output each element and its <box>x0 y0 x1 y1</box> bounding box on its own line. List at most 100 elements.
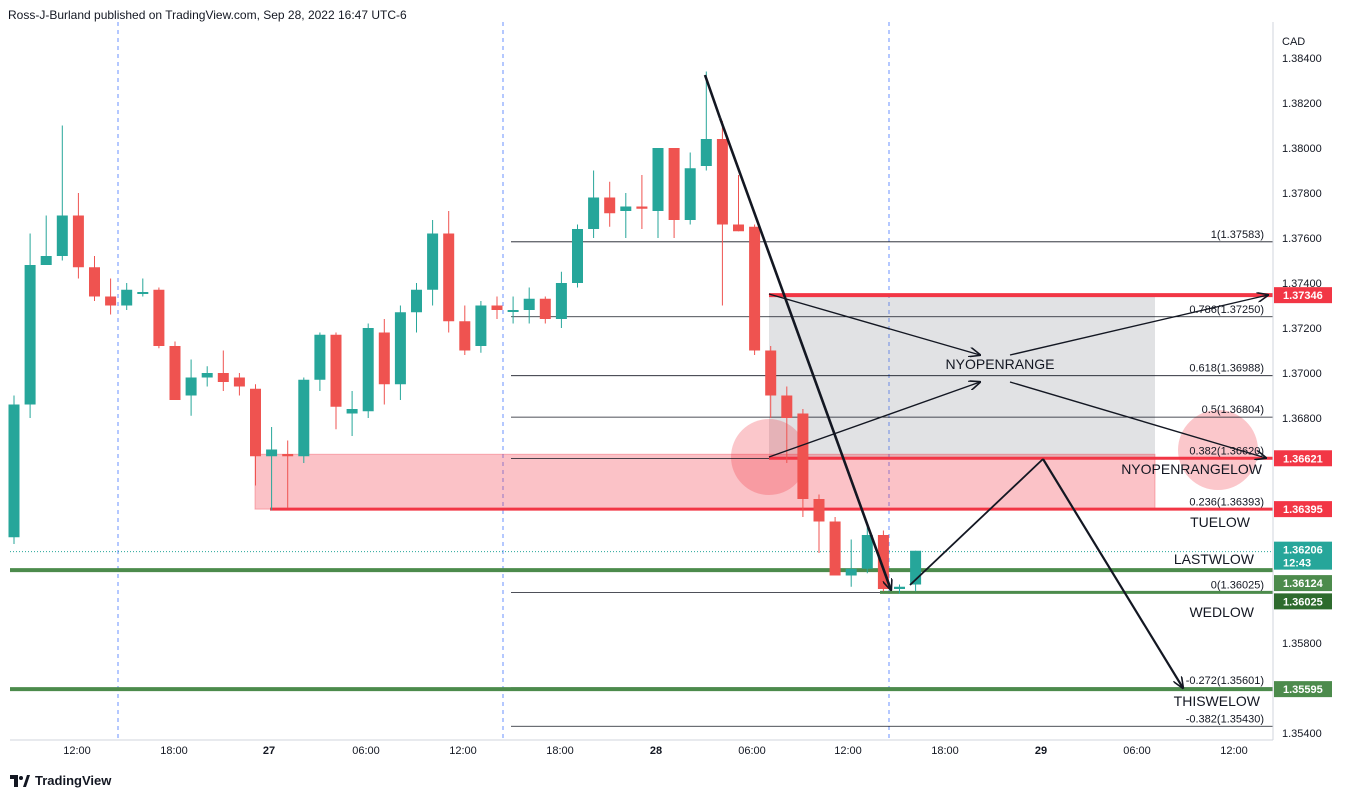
candle-body-25 <box>411 289 422 313</box>
candle-body-26 <box>427 233 439 290</box>
badge-current-bg <box>1274 541 1332 570</box>
candle-body-48 <box>781 395 793 418</box>
drawings <box>703 74 1268 688</box>
candle-body-42 <box>684 168 696 220</box>
fib-label-8: -0.382(1.35430) <box>1186 713 1264 725</box>
candle-body-52 <box>845 568 857 576</box>
candle-body-43 <box>700 139 712 166</box>
candle-body-7 <box>121 289 133 306</box>
price-tick-2: 1.38000 <box>1282 143 1322 155</box>
candle-body-56 <box>910 550 922 585</box>
price-tick-0: 1.38400 <box>1282 53 1322 65</box>
big-trendline-a <box>703 74 722 119</box>
candle-body-6 <box>105 296 117 306</box>
fib-label-0: 1(1.37583) <box>1211 229 1264 241</box>
candle-body-9 <box>153 289 165 346</box>
price-tick-1: 1.38200 <box>1282 98 1322 110</box>
badge-current-price: 1.36206 <box>1283 545 1323 557</box>
time-tick-0: 12:00 <box>63 745 91 757</box>
candle-body-1 <box>24 265 36 405</box>
price-tick-7: 1.37000 <box>1282 368 1322 380</box>
arrow-to-low <box>1009 381 1266 458</box>
badge-1-36395: 1.36395 <box>1283 504 1323 516</box>
price-axis-bg <box>1274 22 1347 772</box>
price-tick-3: 1.37800 <box>1282 188 1322 200</box>
candle-body-55 <box>894 586 905 589</box>
red-support-zone <box>254 453 1156 510</box>
fib-label-7: -0.272(1.35601) <box>1186 675 1264 687</box>
time-tick-8: 12:00 <box>834 745 862 757</box>
candle-body-32 <box>523 298 535 310</box>
price-tick-8: 1.36800 <box>1282 413 1322 425</box>
price-tick-5: 1.37400 <box>1282 278 1322 290</box>
candle-body-18 <box>298 379 310 457</box>
label-wedlow: WEDLOW <box>1189 604 1254 620</box>
candle-body-47 <box>765 350 777 396</box>
big-trendline-b <box>718 117 891 590</box>
badge-1-37346: 1.37346 <box>1283 290 1323 302</box>
tradingview-footer[interactable]: TradingView <box>10 773 111 788</box>
badge-1-36124-bg <box>1274 575 1332 592</box>
candle-body-23 <box>378 332 390 385</box>
nyopenrange-zone <box>769 295 1155 459</box>
time-tick-2: 27 <box>263 745 275 757</box>
candle-body-3 <box>56 215 68 256</box>
currency-label: CAD <box>1282 36 1305 48</box>
tradingview-logo-icon <box>10 774 30 787</box>
arrow-to-nyopenrange-1 <box>768 293 980 355</box>
candle-body-19 <box>314 334 326 380</box>
candle-body-31 <box>507 310 519 312</box>
candle-body-20 <box>330 334 342 407</box>
candle-body-33 <box>539 298 551 319</box>
candle-body-17 <box>282 454 294 457</box>
fib-label-4: 0.382(1.36620) <box>1189 446 1264 458</box>
candle-body-8 <box>137 292 149 294</box>
time-tick-7: 06:00 <box>738 745 766 757</box>
candle-body-24 <box>394 312 406 385</box>
price-lines <box>10 293 1273 692</box>
candle-body-16 <box>266 449 278 457</box>
badge-1-35595: 1.35595 <box>1283 684 1323 696</box>
candle-body-27 <box>443 233 455 322</box>
candle-body-4 <box>72 215 84 268</box>
badge-1-36621-bg <box>1274 450 1332 467</box>
candle-body-49 <box>797 413 809 499</box>
candles <box>8 71 922 594</box>
candle-body-35 <box>572 229 583 283</box>
candle-body-14 <box>233 377 245 387</box>
candle-body-54 <box>877 535 889 589</box>
label-lastwlow: LASTWLOW <box>1174 551 1255 567</box>
candle-body-40 <box>652 148 664 211</box>
candle-body-10 <box>169 346 181 400</box>
time-tick-12: 12:00 <box>1220 745 1248 757</box>
time-tick-4: 12:00 <box>449 745 477 757</box>
badge-1-35595-bg <box>1274 681 1332 698</box>
price-axis: CAD 1.38400 1.38200 1.38000 1.37800 1.37600 1.… <box>1272 22 1347 772</box>
arrow-to-thiswelow <box>1042 458 1183 688</box>
fib-label-1: 0.786(1.37250) <box>1189 304 1264 316</box>
candle-body-5 <box>89 267 100 297</box>
arrow-to-high <box>1009 295 1268 356</box>
publisher-header: Ross-J-Burland published on TradingView.… <box>8 8 407 22</box>
candle-body-37 <box>604 197 616 214</box>
candle-body-44 <box>716 139 728 225</box>
badge-countdown: 12:43 <box>1283 558 1311 570</box>
price-tick-6: 1.37200 <box>1282 323 1322 335</box>
arrow-to-nyopenrange-2 <box>768 382 980 458</box>
badge-1-37346-bg <box>1274 287 1332 304</box>
fib-label-5: 0.236(1.36393) <box>1189 497 1264 509</box>
label-thiswelow: THISWELOW <box>1174 693 1261 709</box>
badge-1-36025: 1.36025 <box>1283 596 1323 608</box>
time-axis: 12:00 18:00 27 06:00 12:00 18:00 28 06:00 12:00 1… <box>10 739 1273 757</box>
candle-body-51 <box>829 521 841 576</box>
candle-body-12 <box>201 373 213 378</box>
candle-body-15 <box>250 388 261 457</box>
candle-body-0 <box>8 404 20 538</box>
badge-1-36025-bg <box>1274 593 1332 610</box>
candle-body-45 <box>733 224 744 232</box>
fib-label-6: 0(1.36025) <box>1211 579 1264 591</box>
price-tick-4: 1.37600 <box>1282 233 1322 245</box>
badge-1-36395-bg <box>1274 501 1332 518</box>
candle-body-28 <box>459 321 471 351</box>
